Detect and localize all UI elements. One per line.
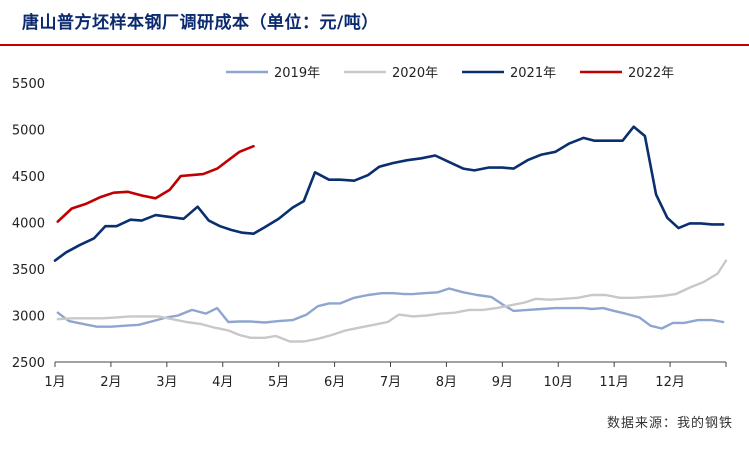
x-tick-label: 1月: [44, 375, 65, 390]
x-tick-label: 8月: [436, 375, 457, 390]
series-layer: [53, 125, 728, 343]
x-tick-label: 12月: [655, 375, 685, 390]
y-tick-label: 3000: [12, 310, 45, 325]
legend-label: 2022年: [628, 66, 674, 81]
title-underline: [0, 44, 749, 46]
axes: 2500 3000 3500 4000 4500 5000 5500 1月 2月 3月 4月 5月 6月…: [12, 77, 727, 390]
y-tick-label: 2500: [12, 356, 45, 371]
y-tick-label: 5500: [12, 77, 45, 92]
series-line-2021: [53, 125, 725, 262]
y-tick-label: 4500: [12, 170, 45, 185]
series-line-2020: [56, 259, 728, 343]
legend-label: 2019年: [274, 66, 320, 81]
x-tick-label: 10月: [543, 375, 573, 390]
legend: 2019年 2020年 2021年 2022年: [226, 66, 674, 81]
chart-title: 唐山普方坯样本钢厂调研成本（单位：元/吨）: [22, 13, 379, 33]
x-tick-label: 11月: [599, 375, 629, 390]
x-tick-label: 7月: [380, 375, 401, 390]
y-tick-label: 4000: [12, 217, 45, 232]
legend-label: 2021年: [510, 66, 556, 81]
series-line-2022: [56, 144, 255, 223]
x-tick-label: 4月: [212, 375, 233, 390]
x-tick-label: 5月: [268, 375, 289, 390]
x-tick-label: 9月: [492, 375, 513, 390]
data-source-note: 数据来源：我的钢铁: [606, 416, 733, 431]
legend-label: 2020年: [392, 66, 438, 81]
y-tick-label: 5000: [12, 124, 45, 139]
x-tick-label: 6月: [324, 375, 345, 390]
x-tick-label: 3月: [156, 375, 177, 390]
x-tick-label: 2月: [100, 375, 121, 390]
y-tick-label: 3500: [12, 263, 45, 278]
series-line-2019: [56, 287, 725, 330]
